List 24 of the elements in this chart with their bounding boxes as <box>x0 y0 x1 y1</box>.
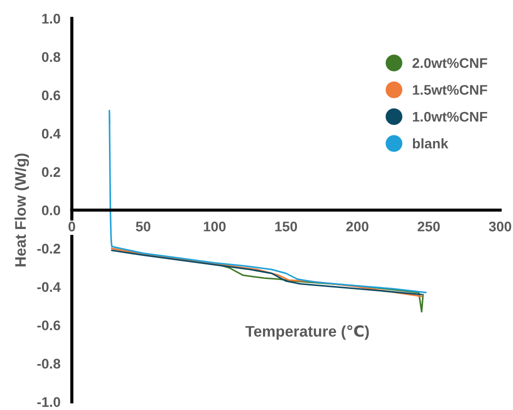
y-tick-label: -0.8 <box>37 358 60 369</box>
x-tick-label: 100 <box>204 222 226 232</box>
x-tick-label: 300 <box>488 222 512 232</box>
y-axis-title: Heat Flow (W/g) <box>14 154 29 266</box>
y-tick-label: 0.8 <box>42 52 60 62</box>
y-tick-label: -0.2 <box>37 244 60 254</box>
y-tick-label: -1.0 <box>37 397 60 407</box>
y-tick-label: 0.6 <box>42 90 60 100</box>
x-tick-label: 50 <box>136 222 150 232</box>
y-tick-label: 0.4 <box>42 128 61 139</box>
y-tick-label: -0.6 <box>37 320 60 330</box>
legend-label: blank <box>412 138 448 148</box>
y-tick-label: -0.4 <box>37 282 61 292</box>
legend-label: 1.5wt%CNF <box>412 84 488 95</box>
y-tick-label: 0.0 <box>42 205 60 216</box>
y-tick-label: 0.2 <box>42 167 60 177</box>
legend-label: 1.0wt%CNF <box>412 112 488 122</box>
x-tick-label: 150 <box>275 222 298 232</box>
y-tick-label: 1.0 <box>42 14 60 24</box>
x-tick-label: 200 <box>346 222 368 232</box>
legend-label: 2.0wt%CNF <box>412 58 488 68</box>
x-tick-label: 0 <box>68 222 76 232</box>
x-tick-label: 250 <box>418 222 440 232</box>
x-axis-title: Temperature (℃) <box>245 325 369 340</box>
